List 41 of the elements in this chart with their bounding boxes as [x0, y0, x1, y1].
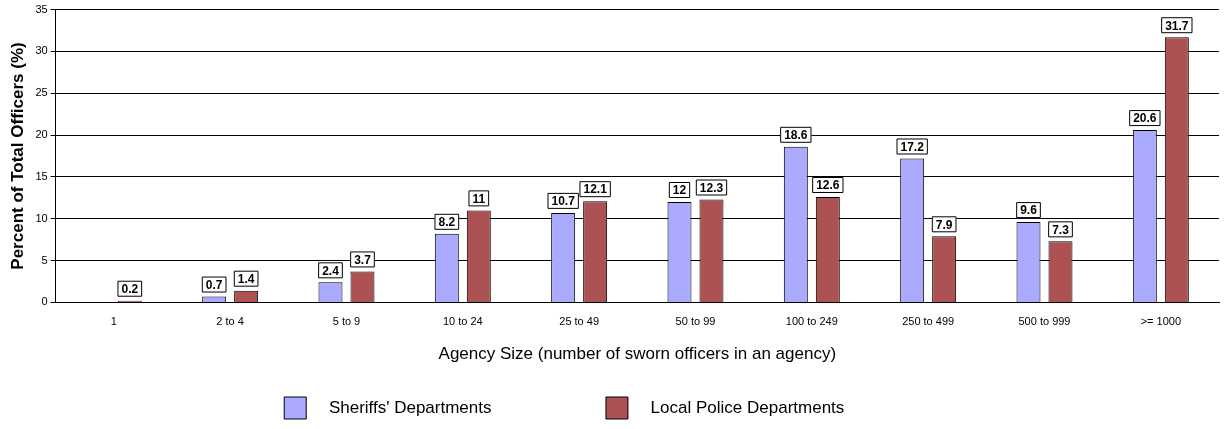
x-tick-label: 5 to 9	[332, 315, 361, 328]
x-tick-label: 50 to 99	[675, 315, 716, 328]
data-label: 20.6	[1133, 111, 1157, 126]
x-tick-label: 1	[110, 315, 117, 328]
data-label: 17.2	[900, 139, 925, 154]
x-axis-title: Agency Size (number of sworn officers in an agency)	[438, 344, 837, 364]
x-tick-label: 25 to 49	[559, 315, 600, 328]
data-label: 12.1	[583, 182, 608, 197]
data-label: 12.6	[816, 178, 840, 193]
data-label: 12.3	[699, 180, 724, 195]
data-label: 10.7	[551, 194, 576, 209]
x-tick-label: >= 1000	[1140, 315, 1182, 328]
data-label: 0.7	[205, 277, 223, 292]
data-label: 11	[472, 191, 486, 206]
x-tick-label: 500 to 999	[1018, 315, 1071, 328]
legend-label: Local Police Departments	[636, 397, 939, 417]
x-tick-label: 2 to 4	[216, 315, 244, 328]
y-axis-title: Percent of Total Officers (%)	[7, 42, 27, 270]
x-tick-label: 10 to 24	[442, 315, 483, 328]
y-tick-label: 10	[35, 211, 48, 224]
data-label: 0.2	[121, 282, 139, 297]
data-label: 8.2	[438, 215, 456, 230]
x-tick-label: 250 to 499	[902, 315, 955, 328]
data-label: 1.4	[237, 272, 255, 286]
data-label: 12	[672, 183, 687, 198]
data-label: 7.9	[935, 217, 953, 232]
y-tick-label: 35	[35, 2, 48, 15]
x-tick-label: 100 to 249	[785, 315, 838, 328]
legend-label: Sheriffs' Departments	[314, 397, 586, 417]
data-label: 18.6	[784, 128, 808, 143]
data-label: 7.3	[1052, 222, 1070, 237]
y-tick-label: 30	[35, 44, 48, 57]
y-tick-label: 15	[35, 169, 48, 182]
data-label: 9.6	[1020, 203, 1038, 218]
y-tick-label: 20	[35, 128, 48, 141]
y-tick-label: 5	[41, 253, 48, 266]
data-label: 3.7	[354, 252, 372, 267]
y-tick-label: 0	[41, 295, 48, 308]
data-label: 2.4	[322, 263, 340, 278]
data-label: 31.7	[1165, 18, 1189, 33]
y-tick-label: 25	[35, 86, 48, 99]
